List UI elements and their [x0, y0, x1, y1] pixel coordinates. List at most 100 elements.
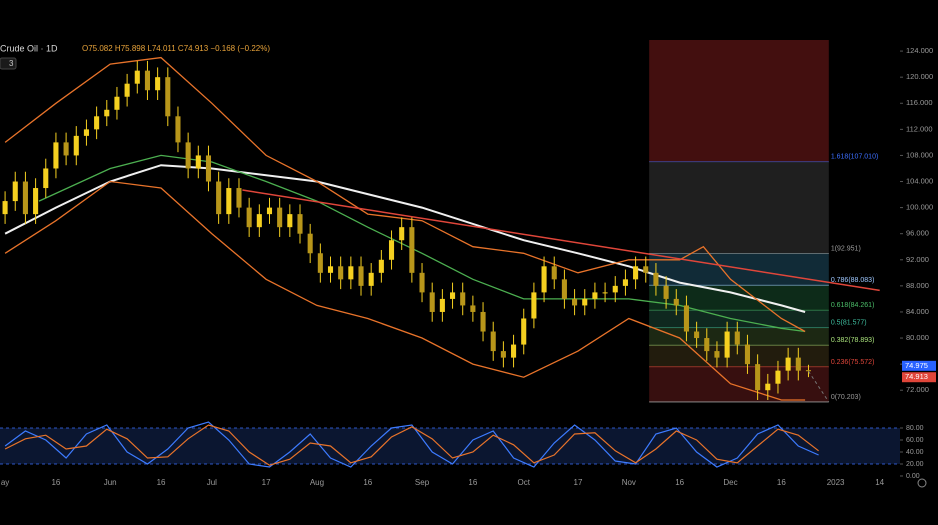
candle-body: [368, 272, 374, 286]
x-tick-label: Jun: [104, 478, 117, 487]
candle-body: [592, 292, 598, 299]
candle-body: [53, 142, 59, 169]
candle-body: [33, 188, 39, 215]
candle-body: [175, 116, 181, 143]
candle-body: [73, 135, 79, 156]
fib-label: 0.236(75.572): [831, 359, 875, 366]
candle-body: [83, 129, 89, 136]
candle-body: [144, 70, 150, 91]
candle-body: [195, 155, 201, 169]
candle-body: [561, 279, 567, 299]
candle-body: [246, 207, 252, 228]
candle-body: [694, 331, 700, 339]
indicator-toggle[interactable]: [0, 57, 17, 70]
y-tick-label: 96.000: [906, 229, 929, 238]
x-tick-label: Oct: [518, 478, 531, 487]
candle-body: [297, 214, 303, 234]
price-badge-label: 74.913: [905, 372, 928, 381]
y-tick-label: 40.00: [906, 449, 924, 456]
projection: [808, 370, 830, 403]
candle-body: [653, 272, 659, 286]
candle-body: [531, 292, 537, 319]
candle-body: [795, 357, 801, 371]
y-tick-label: 0.00: [906, 473, 920, 480]
candle-body: [704, 338, 710, 352]
fib-band: [649, 285, 829, 311]
candle-body: [205, 155, 212, 182]
candle-body: [521, 318, 527, 345]
candle-body: [287, 214, 293, 228]
candle-body: [348, 266, 354, 280]
candle-body: [22, 181, 28, 215]
x-tick-label: ay: [1, 478, 9, 487]
candle-body: [226, 188, 232, 215]
candle-body: [551, 266, 557, 280]
indicator-line: [4, 56, 806, 333]
candle-body: [460, 292, 466, 306]
candle-body: [500, 351, 506, 358]
indicator-line: [4, 421, 819, 468]
candle-body: [104, 109, 110, 117]
candle-body: [633, 266, 639, 280]
candle-body: [409, 227, 415, 273]
x-tick-label: 17: [262, 478, 271, 487]
fib-band: [649, 345, 829, 367]
x-tick-label: Sep: [415, 478, 430, 487]
candle-body: [511, 344, 517, 358]
candle-body: [327, 266, 334, 273]
x-tick-label: 16: [363, 478, 372, 487]
candle-body: [134, 70, 140, 84]
candle-body: [63, 142, 69, 156]
x-tick-label: 17: [574, 478, 583, 487]
indicator-line: [242, 189, 880, 292]
candle-body: [277, 207, 283, 228]
x-tick-label: 2023: [827, 478, 845, 487]
indicator-line: [4, 180, 806, 401]
y-tick-label: 72.000: [906, 385, 929, 394]
price-badge: [902, 372, 936, 383]
candle-body: [470, 305, 476, 312]
candle-body: [724, 331, 730, 358]
y-tick-label: 20.00: [906, 461, 924, 468]
candle-body: [439, 298, 445, 312]
x-tick-label: 16: [468, 478, 477, 487]
ohlc[interactable]: O75.082 H75.898 L74.011 C74.913 −0.168 (…: [82, 44, 270, 53]
fib-label: 1(92.951): [831, 245, 861, 252]
candle-body: [683, 305, 689, 332]
settings-icon[interactable]: [917, 478, 927, 488]
candle-body: [12, 181, 18, 202]
candle-body: [775, 370, 781, 384]
x-tick-label: Aug: [310, 478, 324, 487]
x-tick-label: Nov: [622, 478, 636, 487]
x-tick-label: 16: [777, 478, 786, 487]
candle-body: [155, 77, 161, 91]
candle-body: [338, 266, 344, 280]
fib-band: [649, 310, 829, 328]
candle-body: [266, 207, 273, 215]
candle-body: [805, 370, 812, 372]
x-tick-label: Jul: [207, 478, 217, 487]
candle-body: [673, 298, 679, 306]
candle-body: [612, 285, 618, 293]
candle-body: [602, 292, 608, 294]
y-tick-label: 60.00: [906, 437, 924, 444]
fib-band: [649, 366, 829, 402]
y-tick-label: 100.000: [906, 203, 933, 212]
candle-body: [572, 298, 578, 306]
y-tick-label: 88.000: [906, 281, 929, 290]
candle-body: [785, 357, 791, 371]
candle-body: [185, 142, 191, 169]
x-tick-label: 16: [157, 478, 166, 487]
y-tick-label: 120.000: [906, 72, 933, 81]
fib-label: 0.382(78.893): [831, 337, 875, 344]
candle-body: [2, 201, 8, 215]
candle-body: [450, 292, 456, 299]
x-tick-label: 16: [51, 478, 60, 487]
y-tick-label: 108.000: [906, 150, 933, 159]
indicator-count[interactable]: 3: [9, 59, 14, 68]
candle-body: [256, 214, 262, 228]
candle-body: [94, 116, 100, 130]
candle-body: [236, 188, 242, 208]
fib-label: 0.786(88.083): [831, 277, 875, 284]
